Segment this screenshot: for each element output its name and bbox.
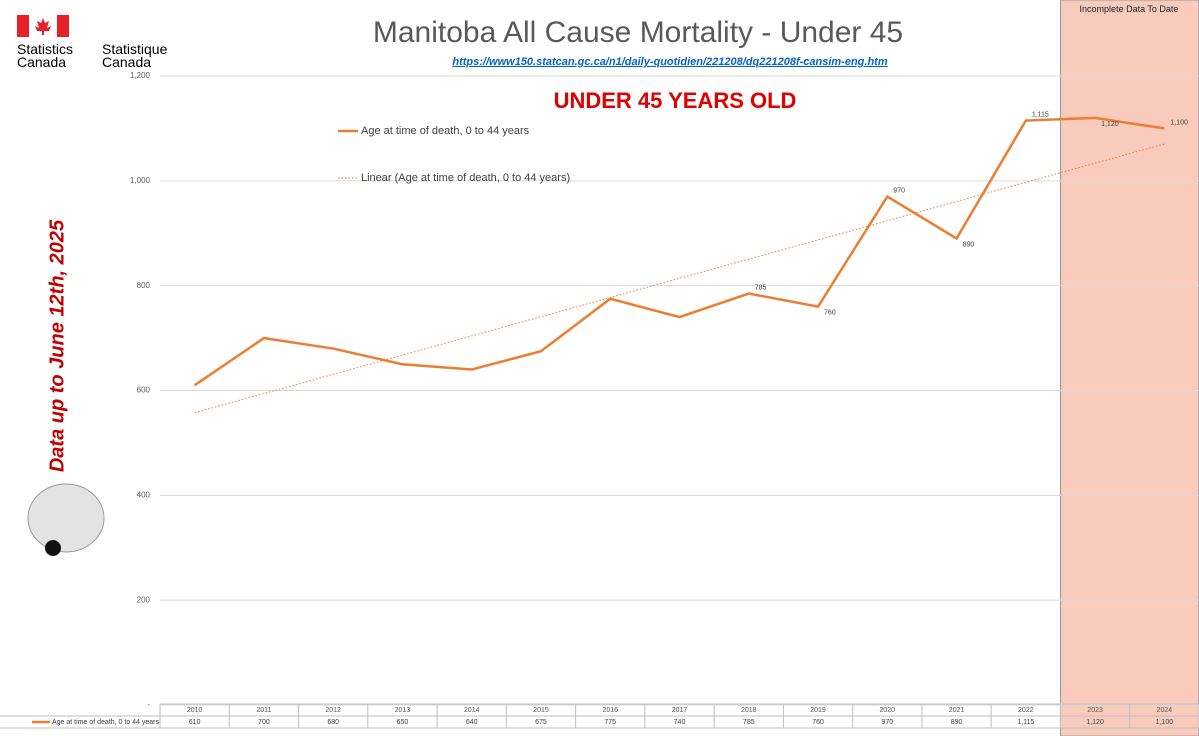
table-value: 740 xyxy=(674,719,686,726)
x-tick-label: 2018 xyxy=(741,707,757,714)
logo-english: Statistics Canada xyxy=(17,41,73,70)
x-tick-label: 2021 xyxy=(949,707,965,714)
x-tick-label: 2013 xyxy=(395,707,411,714)
wolf-head xyxy=(27,483,105,553)
x-tick-label: 2015 xyxy=(533,707,549,714)
x-tick-label: 2020 xyxy=(880,707,896,714)
logo xyxy=(17,15,69,37)
y-tick-label: 1,200 xyxy=(130,71,151,80)
x-tick-label: 2014 xyxy=(464,707,480,714)
x-tick-label: 2011 xyxy=(256,707,271,714)
x-tick-label: 2016 xyxy=(602,707,618,714)
y-tick-label: 200 xyxy=(137,595,151,604)
legend-label: Age at time of death, 0 to 44 years xyxy=(361,125,530,137)
data-label: 785 xyxy=(755,284,767,291)
trendline xyxy=(194,143,1165,414)
source-link[interactable]: https://www150.statcan.gc.ca/n1/daily-qu… xyxy=(452,56,887,68)
table-value: 700 xyxy=(258,719,270,726)
y-tick-label: 600 xyxy=(137,386,151,395)
y-tick-label: 800 xyxy=(137,281,151,290)
table-value: 650 xyxy=(397,719,409,726)
paw xyxy=(45,540,61,556)
chart-title: Manitoba All Cause Mortality - Under 45 xyxy=(373,16,903,49)
table-value: 675 xyxy=(535,719,547,726)
logo-french: Statistique Canada xyxy=(102,41,168,70)
y-tick-label: 400 xyxy=(137,490,151,499)
x-tick-label: 2024 xyxy=(1157,707,1173,714)
wolf-icon xyxy=(27,483,105,556)
data-label: 760 xyxy=(824,309,836,316)
table-value: 785 xyxy=(743,719,755,726)
table-value: 890 xyxy=(951,719,963,726)
table-value: 640 xyxy=(466,719,478,726)
data-label: 1,100 xyxy=(1170,119,1188,126)
maple-leaf xyxy=(35,18,51,35)
table-value: 970 xyxy=(881,719,893,726)
data-label: 970 xyxy=(893,187,905,194)
table-value: 760 xyxy=(812,719,824,726)
x-tick-label: 2010 xyxy=(187,707,203,714)
table-series-name: Age at time of death, 0 to 44 years xyxy=(52,719,160,726)
legend-label: Linear (Age at time of death, 0 to 44 ye… xyxy=(361,172,570,184)
x-tick-label: 2017 xyxy=(672,707,688,714)
highlight-region xyxy=(1059,0,1199,736)
table-value: 1,100 xyxy=(1156,719,1174,726)
highlight-label: Incomplete Data To Date xyxy=(1079,4,1179,14)
y-tick-label: - xyxy=(147,700,150,709)
x-tick-label: 2022 xyxy=(1018,707,1034,714)
x-tick-label: 2023 xyxy=(1087,707,1103,714)
table-value: 775 xyxy=(604,719,616,726)
flag-band xyxy=(17,15,29,37)
table-value: 1,120 xyxy=(1086,719,1104,726)
data-label: 890 xyxy=(963,241,975,248)
flag-band xyxy=(57,15,69,37)
data-label: 1,120 xyxy=(1101,121,1119,128)
x-tick-label: 2019 xyxy=(810,707,826,714)
data-line xyxy=(193,116,1165,387)
table-value: 680 xyxy=(327,719,339,726)
data-label: 1,115 xyxy=(1032,111,1049,118)
y-tick-label: 1,000 xyxy=(130,176,151,185)
table-value: 1,115 xyxy=(1017,719,1034,726)
x-tick-label: 2012 xyxy=(325,707,341,714)
side-note: Data up to June 12th, 2025 xyxy=(46,219,68,472)
table-value: 610 xyxy=(189,719,201,726)
annotation: UNDER 45 YEARS OLD xyxy=(554,88,797,113)
